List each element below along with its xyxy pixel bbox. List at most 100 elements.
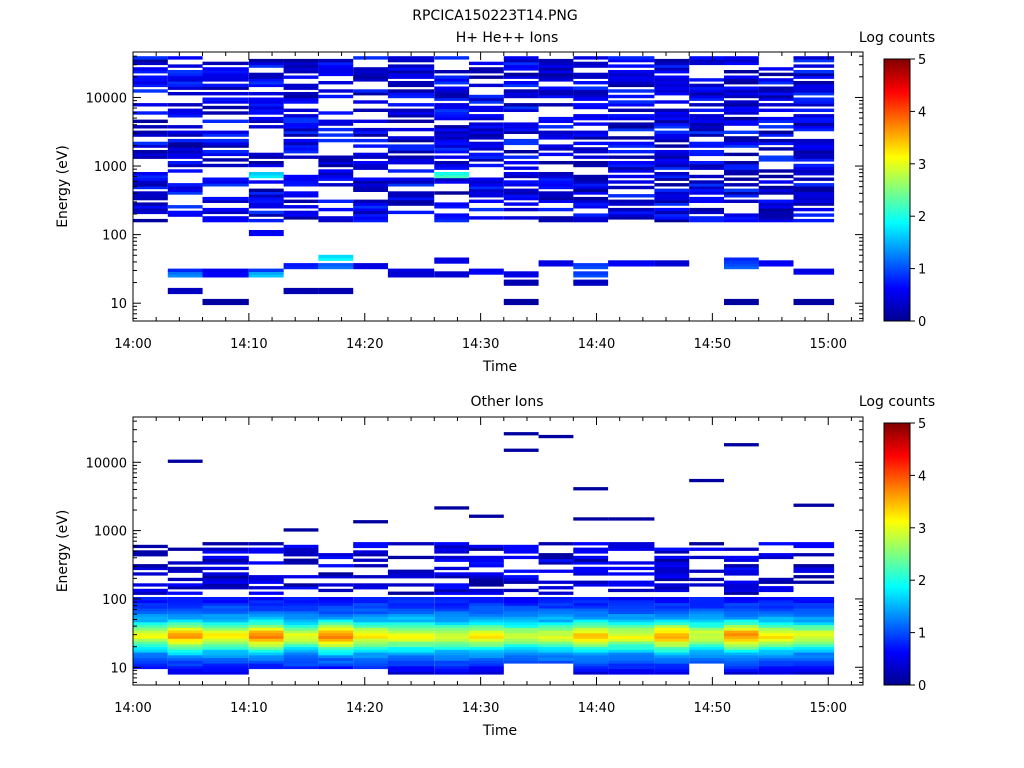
heatmap-cell [434,641,470,645]
heatmap-cell [503,72,539,77]
heatmap-cell [573,218,609,223]
heatmap-cell [689,610,724,615]
heatmap-cell [469,632,504,637]
heatmap-cell [387,155,435,159]
heatmap-cell [202,597,249,601]
heatmap-cell [202,542,249,546]
heatmap-cell [608,643,655,648]
heatmap-cell [724,265,759,270]
heatmap-cell [167,144,203,148]
heatmap-cell [689,183,724,187]
heatmap-cell [318,263,354,267]
heatmap-cell [248,119,284,123]
heatmap-cell [538,183,574,187]
heatmap-cell [538,147,574,151]
heatmap-cell [608,194,655,198]
heatmap-cell [608,89,655,93]
heatmap-cell [503,638,539,642]
heatmap-cell [724,621,759,626]
heatmap-cell [434,627,470,631]
heatmap-cell [248,194,284,198]
heatmap-cell [248,577,284,582]
heatmap-cell [283,638,319,642]
heatmap-cell [133,591,168,595]
heatmap-cell [283,608,319,612]
heatmap-cell [353,210,388,215]
heatmap-cell [353,605,388,609]
heatmap-cell [248,663,284,667]
heatmap-cell [387,70,435,74]
heatmap-cell [689,643,724,648]
heatmap-cell [538,558,574,562]
heatmap-cell [248,610,284,615]
heatmap-cell [573,199,609,203]
heatmap-cell [724,199,759,203]
heatmap-cell [538,177,574,181]
heatmap-cell [608,566,655,571]
heatmap-cell [608,641,655,645]
heatmap-cell [538,207,574,212]
heatmap-cell [387,616,435,620]
heatmap-cell [283,75,319,79]
heatmap-cell [353,108,388,112]
heatmap-cell [318,119,354,123]
heatmap-cell [573,605,609,609]
heatmap-cell [793,301,835,306]
heatmap-cell [387,81,435,85]
heatmap-cell [353,127,388,132]
heatmap-cell [503,58,539,63]
heatmap-cell [608,210,655,215]
heatmap-cell [573,610,609,615]
heatmap-cell [283,213,319,217]
heatmap-cell [469,108,504,112]
heatmap-cell [758,130,794,134]
heatmap-cell [758,207,794,212]
heatmap-cell [689,94,724,99]
heatmap-cell [724,569,759,573]
heatmap-cell [538,218,574,223]
heatmap-cell [318,287,354,292]
heatmap-cell [248,72,284,77]
heatmap-cell [469,580,504,584]
heatmap-cell [689,103,724,107]
heatmap-cell [202,610,249,615]
heatmap-cell [793,613,835,617]
heatmap-cell [469,94,504,99]
heatmap-cell [283,97,319,101]
heatmap-cell [654,89,690,93]
heatmap-cell [503,161,539,165]
heatmap-cell [689,210,724,215]
heatmap-cell [167,274,203,278]
heatmap-cell [167,125,203,129]
heatmap-cell [387,591,435,595]
heatmap-cell [133,616,168,620]
heatmap-cell [654,83,690,88]
heatmap-cell [758,260,794,264]
heatmap-cell [248,191,284,195]
heatmap-cell [503,646,539,650]
heatmap-cell [318,553,354,557]
heatmap-cell [167,621,203,626]
heatmap-cell [167,665,203,670]
colorbar-tick-label: 4 [918,469,926,484]
heatmap-cell [248,547,284,551]
heatmap-cell [202,163,249,168]
heatmap-cell [538,185,574,190]
heatmap-cell [689,108,724,112]
heatmap-cell [469,180,504,184]
heatmap-cell [689,216,724,220]
heatmap-cell [387,119,435,123]
heatmap-cell [469,544,504,549]
heatmap-cell [538,605,574,609]
heatmap-cell [318,643,354,648]
heatmap-cell [793,150,835,154]
heatmap-cell [654,133,690,137]
x-axis-label: Time [482,359,517,375]
heatmap-cell [133,630,168,634]
heatmap-cell [538,152,574,157]
heatmap-cell [318,641,354,645]
heatmap-cell [434,92,470,96]
heatmap-cell [387,665,435,670]
heatmap-cell [608,58,655,63]
heatmap-cell [283,183,319,187]
